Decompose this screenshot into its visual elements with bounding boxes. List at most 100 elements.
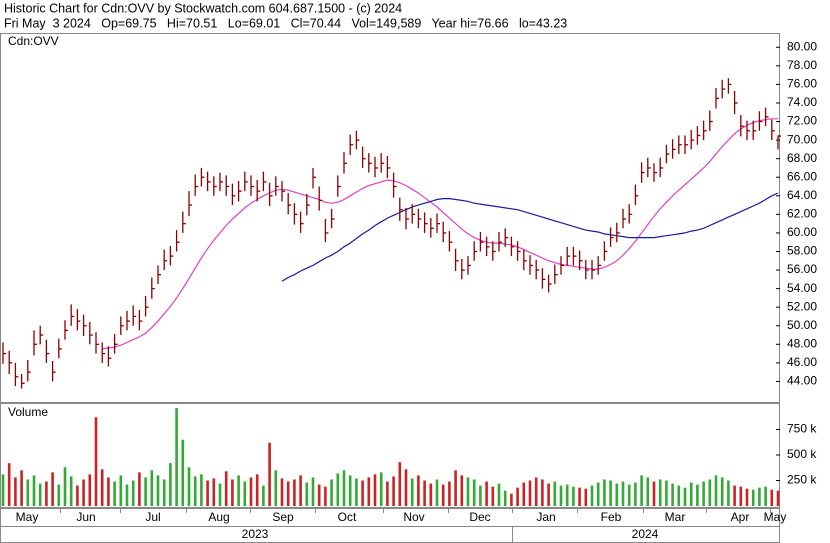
volume-bar	[45, 481, 48, 506]
volume-bar	[156, 475, 160, 506]
volume-bar	[603, 479, 606, 506]
volume-bar	[268, 442, 271, 506]
y-tick-label: 50.00	[787, 318, 817, 332]
volume-bar	[665, 480, 668, 506]
volume-bar	[131, 480, 135, 506]
volume-bar	[708, 479, 712, 506]
volume-bar	[169, 463, 172, 506]
volume-bar	[162, 479, 166, 506]
y-tick-label: 250 k	[787, 473, 817, 487]
volume-bar	[20, 470, 23, 506]
volume-bar	[460, 475, 464, 506]
y-tick-label: 58.00	[787, 244, 817, 258]
volume-bar	[51, 472, 54, 506]
y-tick-label: 74.00	[787, 95, 817, 109]
month-label: May	[764, 510, 787, 524]
y-tick-label: 46.00	[787, 355, 817, 369]
volume-bar	[218, 483, 222, 506]
volume-bar	[175, 408, 178, 506]
month-label: Apr	[731, 510, 750, 524]
volume-bar	[441, 484, 445, 506]
volume-bar	[193, 476, 197, 506]
volume-bar	[590, 485, 594, 506]
y-tick-label: 62.00	[787, 207, 817, 221]
volume-bar	[720, 477, 724, 506]
volume-bar	[200, 474, 203, 506]
price-panel	[0, 33, 780, 403]
volume-bar	[255, 474, 259, 506]
volume-bar	[410, 478, 414, 506]
volume-bar	[652, 481, 656, 506]
volume-bar	[181, 439, 185, 506]
volume-bar	[144, 477, 147, 506]
moving-average	[102, 118, 778, 350]
month-label: Aug	[208, 510, 229, 524]
volume-bar	[82, 479, 85, 506]
volume-bar	[404, 469, 408, 506]
volume-bar	[274, 470, 278, 506]
month-label: Jul	[145, 510, 160, 524]
y-tick-label: 68.00	[787, 151, 817, 165]
volume-bar	[231, 479, 234, 506]
y-tick-label: 750 k	[787, 422, 817, 436]
volume-bar	[386, 481, 389, 506]
volume-bar	[627, 484, 631, 506]
volume-bar	[646, 477, 650, 506]
volume-bar	[429, 483, 433, 506]
volume-bar	[392, 476, 395, 506]
moving-average	[281, 192, 779, 282]
y-tick-label: 66.00	[787, 169, 817, 183]
volume-bar	[764, 486, 767, 506]
volume-bar	[373, 474, 377, 506]
volume-bar	[69, 476, 73, 506]
volume-bar	[324, 486, 327, 506]
volume-bar	[113, 481, 116, 506]
y-tick-label: 500 k	[787, 447, 817, 461]
month-label: Mar	[665, 510, 686, 524]
volume-bar	[435, 479, 439, 506]
y-tick-label: 76.00	[787, 77, 817, 91]
volume-bar	[634, 482, 637, 506]
volume-bar	[541, 479, 544, 506]
volume-bar	[88, 474, 92, 506]
volume-label: Volume	[8, 405, 48, 419]
volume-bar	[138, 472, 141, 506]
volume-bar	[572, 486, 575, 506]
volume-bar	[311, 477, 315, 506]
volume-bar	[187, 467, 191, 506]
volume-bar	[714, 475, 718, 506]
volume-bar	[286, 481, 290, 506]
volume-bar	[206, 480, 209, 506]
y-tick-label: 44.00	[787, 374, 817, 388]
volume-bar	[237, 475, 240, 506]
volume-bar	[621, 481, 625, 506]
volume-bar	[671, 483, 674, 506]
volume-bar	[528, 480, 532, 506]
volume-bar	[547, 483, 550, 506]
month-label: Dec	[469, 510, 490, 524]
y-tick-label: 72.00	[787, 114, 817, 128]
volume-bar	[212, 478, 216, 506]
y-tick-label: 60.00	[787, 225, 817, 239]
volume-panel	[0, 403, 780, 508]
volume-bar	[367, 477, 371, 506]
volume-bar	[448, 481, 451, 506]
volume-bar	[758, 487, 761, 506]
volume-bar	[63, 467, 67, 506]
y-tick-label: 52.00	[787, 299, 817, 313]
y-tick-label: 70.00	[787, 132, 817, 146]
volume-bar	[379, 472, 383, 506]
month-label: Jun	[76, 510, 95, 524]
volume-bar	[497, 483, 501, 506]
volume-bar	[398, 462, 402, 506]
volume-bar	[355, 478, 358, 506]
volume-bar	[293, 479, 296, 506]
volume-bar	[119, 475, 123, 506]
volume-bar	[7, 463, 11, 506]
volume-bar	[38, 483, 42, 506]
volume-bar	[522, 482, 526, 506]
volume-bar	[702, 481, 705, 506]
volume-bar	[249, 477, 253, 506]
volume-bar	[584, 488, 588, 506]
